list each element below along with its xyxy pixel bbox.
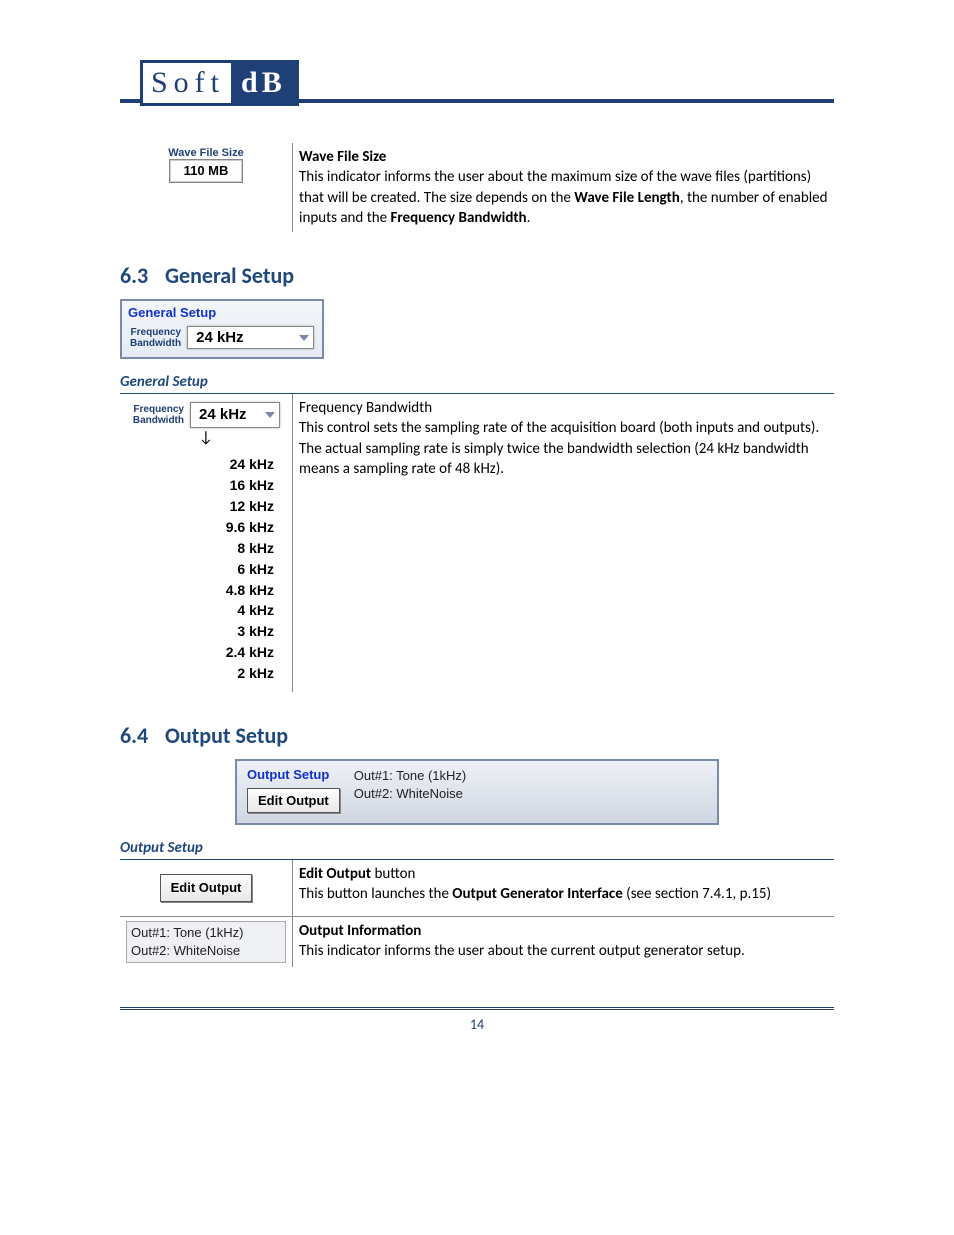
edit-output-desc-pre: This button launches the — [299, 885, 452, 903]
output-setup-title: Output Setup — [247, 767, 340, 782]
freq-bandwidth-label: Frequency Bandwidth — [130, 327, 181, 349]
freq-selected: 24 kHz — [199, 405, 247, 425]
section-6-3-heading: 6.3 General Setup — [120, 262, 834, 289]
output-setup-subhead: Output Setup — [120, 839, 834, 860]
freq-option[interactable]: 4 kHz — [220, 600, 280, 621]
output-info-lines: Out#1: Tone (1kHz) Out#2: WhiteNoise — [354, 767, 466, 803]
output-line-1: Out#1: Tone (1kHz) — [354, 767, 466, 785]
output-setup-panel: Output Setup Edit Output Out#1: Tone (1k… — [235, 759, 719, 825]
freq-option[interactable]: 8 kHz — [220, 538, 280, 559]
wave-file-size-title: Wave File Size — [299, 148, 386, 166]
freq-option[interactable]: 3 kHz — [220, 621, 280, 642]
freq-bandwidth-dropdown[interactable]: 24 kHz — [187, 326, 314, 349]
output-info-line-1: Out#1: Tone (1kHz) — [131, 924, 281, 942]
freq-label-1: Frequency — [131, 327, 182, 338]
edit-output-button[interactable]: Edit Output — [247, 788, 340, 813]
page-number: 14 — [470, 1016, 484, 1033]
wave-file-size-label: Wave File Size — [126, 147, 286, 159]
rule-left — [120, 99, 140, 103]
output-line-2: Out#2: WhiteNoise — [354, 785, 466, 803]
output-setup-table: Edit Output Edit Output button This butt… — [120, 860, 834, 967]
edit-output-button-cell[interactable]: Edit Output — [160, 874, 253, 902]
chevron-down-icon — [299, 335, 309, 341]
logo: Soft dB — [140, 60, 299, 106]
section-6-3-title: General Setup — [165, 262, 294, 289]
section-6-3-num: 6.3 — [120, 262, 160, 289]
wave-file-table: Wave File Size 110 MB Wave File Size Thi… — [120, 143, 834, 232]
output-info-line-2: Out#2: WhiteNoise — [131, 942, 281, 960]
wave-bold-2: Frequency Bandwidth — [390, 209, 526, 227]
edit-output-desc-post: (see section 7.4.1, p.15) — [623, 885, 771, 903]
chevron-down-icon — [265, 412, 275, 418]
freq-row-desc: This control sets the sampling rate of t… — [299, 419, 819, 478]
section-6-4-num: 6.4 — [120, 722, 160, 749]
rule-right — [299, 99, 834, 103]
freq-label-2: Bandwidth — [130, 338, 181, 349]
edit-output-title-post: button — [371, 865, 415, 883]
section-6-4-heading: 6.4 Output Setup — [120, 722, 834, 749]
freq-option[interactable]: 2.4 kHz — [220, 642, 280, 663]
wave-desc-3: . — [527, 209, 531, 227]
section-6-4-title: Output Setup — [165, 722, 288, 749]
arrow-down-icon: ↓ — [199, 430, 213, 446]
freq-option[interactable]: 16 kHz — [220, 475, 280, 496]
general-setup-panel: General Setup Frequency Bandwidth 24 kHz — [120, 299, 324, 359]
logo-db: dB — [231, 63, 296, 103]
logo-soft: Soft — [143, 63, 231, 103]
freq-bandwidth-value: 24 kHz — [196, 329, 244, 346]
freq-option[interactable]: 9.6 kHz — [220, 517, 280, 538]
output-info-title: Output Information — [299, 922, 421, 940]
output-info-desc: This indicator informs the user about th… — [299, 942, 745, 960]
general-setup-panel-title: General Setup — [122, 301, 322, 322]
freq-option[interactable]: 6 kHz — [220, 559, 280, 580]
freq-option[interactable]: 24 kHz — [220, 454, 280, 475]
output-info-box: Out#1: Tone (1kHz) Out#2: WhiteNoise — [126, 921, 286, 963]
edit-output-title-pre: Edit Output — [299, 865, 371, 883]
freq-dropdown-expanded[interactable]: 24 kHz — [190, 402, 280, 428]
freq-cell-lbl2: Bandwidth — [133, 415, 184, 426]
edit-output-bold: Output Generator Interface — [452, 885, 622, 903]
wave-file-size-value: 110 MB — [169, 159, 244, 183]
general-setup-subhead: General Setup — [120, 373, 834, 394]
page-footer: 14 — [120, 1007, 834, 1033]
wave-bold-1: Wave File Length — [574, 189, 680, 207]
freq-lbl-cell: Frequency Bandwidth — [133, 404, 184, 426]
freq-option[interactable]: 4.8 kHz — [220, 580, 280, 601]
logo-header: Soft dB — [120, 60, 834, 103]
general-setup-table: Frequency Bandwidth 24 kHz ↓ 24 kHz16 kH… — [120, 394, 834, 692]
freq-row-title: Frequency Bandwidth — [299, 399, 432, 417]
freq-option[interactable]: 12 kHz — [220, 496, 280, 517]
freq-options-list[interactable]: 24 kHz16 kHz12 kHz9.6 kHz8 kHz6 kHz4.8 k… — [220, 454, 280, 684]
freq-cell-lbl1: Frequency — [133, 404, 184, 415]
freq-option[interactable]: 2 kHz — [220, 663, 280, 684]
